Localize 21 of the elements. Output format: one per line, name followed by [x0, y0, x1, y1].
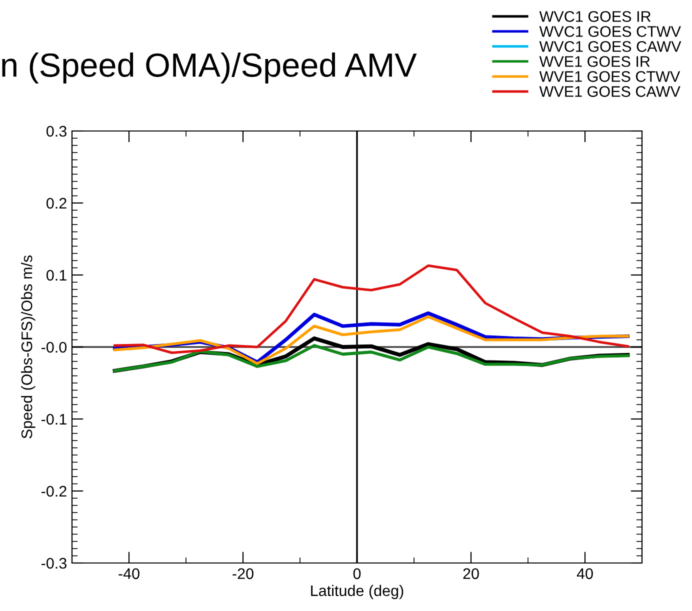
x-tick-label: 20: [463, 568, 479, 580]
y-tick-label: 0.1: [46, 270, 66, 281]
legend-label: WVE1 GOES IR: [539, 56, 650, 67]
x-tick-label: 0: [353, 568, 361, 580]
y-axis-title: Speed (Obs-GFS)/Obs m/s: [21, 255, 36, 438]
y-tick-label: -0.1: [41, 414, 66, 425]
x-tick-label: -20: [232, 568, 254, 580]
y-tick-label: -0.0: [41, 342, 67, 353]
legend-label: WVC1 GOES IR: [539, 11, 651, 22]
y-tick-label: -0.3: [41, 558, 66, 569]
y-tick-label: 0.2: [46, 198, 66, 209]
y-tick-label: 0.3: [46, 126, 66, 137]
x-tick-label: 40: [576, 568, 593, 580]
legend-label: WVE1 GOES CTWV: [539, 71, 680, 82]
y-tick-label: -0.2: [41, 486, 66, 497]
legend-label: WVC1 GOES CAWV: [539, 41, 682, 52]
legend-label: WVE1 GOES CAWV: [539, 86, 680, 97]
x-tick-label: -40: [118, 568, 140, 580]
chart-title: n (Speed OMA)/Speed AMV: [2, 52, 417, 84]
legend-label: WVC1 GOES CTWV: [539, 26, 681, 37]
x-axis-title: Latitude (deg): [311, 584, 404, 600]
